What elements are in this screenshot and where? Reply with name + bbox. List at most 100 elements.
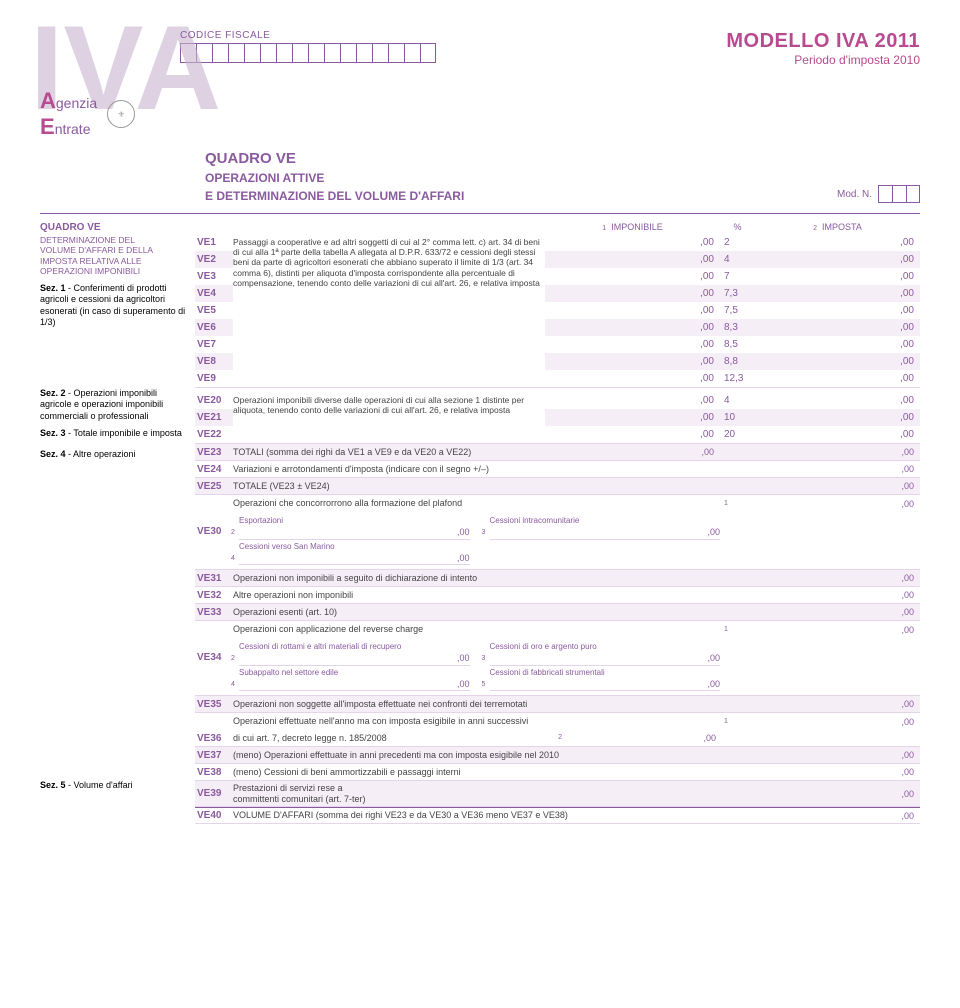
imposta-ve2[interactable]: ,00 <box>755 254 920 265</box>
col-percent: % <box>720 222 755 232</box>
amt-ve36[interactable]: 1,00 <box>720 717 920 727</box>
row-ve32: VE32 Altre operazioni non imponibili ,00 <box>195 587 920 604</box>
ve34-fabb-label: Cessioni di fabbricati strumentali <box>490 668 721 677</box>
sez4-title: Sez. 4 <box>40 449 66 459</box>
imposta-ve23[interactable]: ,00 <box>755 447 920 457</box>
imp-ve3[interactable]: ,00 <box>545 271 720 282</box>
amt-ve40[interactable]: ,00 <box>720 811 920 821</box>
imposta-ve9[interactable]: ,00 <box>755 373 920 384</box>
valrow-ve1: ,002,00 <box>545 234 920 251</box>
imp-ve2[interactable]: ,00 <box>545 254 720 265</box>
valrow-ve8: ,008,8,00 <box>545 353 920 370</box>
left-l1: DETERMINAZIONE DEL <box>40 235 187 246</box>
imposta-ve7[interactable]: ,00 <box>755 339 920 350</box>
code-ve37: VE37 <box>195 750 233 761</box>
modello-title: MODELLO IVA 2011 <box>726 30 920 53</box>
row-ve37: VE37 (meno) Operazioni effettuate in ann… <box>195 747 920 764</box>
code-ve24: VE24 <box>195 464 233 475</box>
col-tag-1: 1 <box>602 225 606 232</box>
amt-ve32[interactable]: ,00 <box>720 590 920 600</box>
ve34-sub-label: Subappalto nel settore edile <box>239 668 470 677</box>
periodo-subtitle: Periodo d'imposta 2010 <box>726 53 920 67</box>
imposta-ve1[interactable]: ,00 <box>755 237 920 248</box>
left-sez4: Sez. 4 - Altre operazioni <box>40 449 187 460</box>
sez1-desc-text: Passaggi a cooperative e ad altri sogget… <box>233 234 545 387</box>
code-ve1: VE1 <box>195 234 233 251</box>
imposta-ve21[interactable]: ,00 <box>755 412 920 423</box>
valrow-ve2: ,004,00 <box>545 251 920 268</box>
imp-ve4[interactable]: ,00 <box>545 288 720 299</box>
code-ve39: VE39 <box>195 788 233 799</box>
amt-ve33[interactable]: ,00 <box>720 607 920 617</box>
imposta-ve3[interactable]: ,00 <box>755 271 920 282</box>
amt-ve37[interactable]: ,00 <box>720 750 920 760</box>
left-sez1: Sez. 1 - Conferimenti di prodotti agrico… <box>40 283 187 328</box>
left-sez3: Sez. 3 - Totale imponibile e imposta <box>40 428 187 439</box>
code-ve3: VE3 <box>195 268 233 285</box>
row-ve24: VE24 Variazioni e arrotondamenti d'impos… <box>195 461 920 478</box>
imposta-ve5[interactable]: ,00 <box>755 305 920 316</box>
sez5-desc: - Volume d'affari <box>66 780 133 790</box>
ve34-head: Operazioni con applicazione del reverse … <box>233 624 720 634</box>
imp-ve22[interactable]: ,00 <box>545 429 720 440</box>
code-ve34: VE34 <box>195 638 233 695</box>
code-ve20: VE20 <box>195 392 233 409</box>
agenzia-logo: Agenzia Entrate <box>40 88 97 140</box>
desc-ve40: VOLUME D'AFFARI (somma dei righi VE23 e … <box>233 810 720 820</box>
ve30-intra-val[interactable]: ,00 <box>490 527 721 539</box>
ve36-head: Operazioni effettuate nell'anno ma con i… <box>233 716 720 726</box>
ve30-esport-val[interactable]: ,00 <box>239 527 470 539</box>
imp-ve9[interactable]: ,00 <box>545 373 720 384</box>
amt-ve31[interactable]: ,00 <box>720 573 920 583</box>
code-ve38: VE38 <box>195 767 233 778</box>
col-imposta: IMPOSTA <box>822 222 862 232</box>
imp-ve6[interactable]: ,00 <box>545 322 720 333</box>
imp-ve23[interactable]: ,00 <box>545 447 720 457</box>
code-ve30: VE30 <box>195 512 233 569</box>
imposta-ve4[interactable]: ,00 <box>755 288 920 299</box>
quadro-title: QUADRO VE <box>205 150 464 167</box>
sez1-values: ,002,00,004,00,007,00,007,3,00,007,5,00,… <box>545 234 920 387</box>
codice-fiscale-label: CODICE FISCALE <box>180 30 436 41</box>
imp-ve21[interactable]: ,00 <box>545 412 720 423</box>
imp-ve7[interactable]: ,00 <box>545 339 720 350</box>
ve34-sub-val[interactable]: ,00 <box>239 679 470 691</box>
pc-ve2: 4 <box>720 254 755 265</box>
code-ve5: VE5 <box>195 302 233 319</box>
ve30-total[interactable]: 1,00 <box>720 499 920 509</box>
code-ve2: VE2 <box>195 251 233 268</box>
imposta-ve24[interactable]: ,00 <box>755 464 920 474</box>
desc-ve25: TOTALE (VE23 ± VE24) <box>233 481 545 491</box>
imp-ve5[interactable]: ,00 <box>545 305 720 316</box>
mod-boxes[interactable] <box>878 185 920 203</box>
imposta-ve22[interactable]: ,00 <box>755 429 920 440</box>
ve30-nested: Esportazioni Cessioni intracomunitarie 2… <box>233 512 720 569</box>
row-ve38: VE38 (meno) Cessioni di beni ammortizzab… <box>195 764 920 781</box>
imposta-ve20[interactable]: ,00 <box>755 395 920 406</box>
amt-ve38[interactable]: ,00 <box>720 767 920 777</box>
left-block-quadro: QUADRO VE DETERMINAZIONE DEL VOLUME D'AF… <box>40 222 187 277</box>
pc-ve8: 8,8 <box>720 356 755 367</box>
imp-ve8[interactable]: ,00 <box>545 356 720 367</box>
valrow-ve5: ,007,5,00 <box>545 302 920 319</box>
imposta-ve6[interactable]: ,00 <box>755 322 920 333</box>
code-ve6: VE6 <box>195 319 233 336</box>
imp-ve1[interactable]: ,00 <box>545 237 720 248</box>
ve30-sm-val[interactable]: ,00 <box>239 553 470 565</box>
ve34-rottami-val[interactable]: ,00 <box>239 653 470 665</box>
code-ve9: VE9 <box>195 370 233 387</box>
row-ve23: VE23 TOTALI (somma dei righi da VE1 a VE… <box>195 444 920 461</box>
imposta-ve25[interactable]: ,00 <box>755 481 920 491</box>
ve36-sub-val[interactable]: ,00 <box>566 733 716 743</box>
amt-ve39[interactable]: ,00 <box>620 789 920 799</box>
amt-ve34[interactable]: 1,00 <box>720 625 920 635</box>
amt-ve35[interactable]: ,00 <box>720 699 920 709</box>
quadro-sub2: E DETERMINAZIONE DEL VOLUME D'AFFARI <box>205 189 464 203</box>
imp-ve20[interactable]: ,00 <box>545 395 720 406</box>
imposta-ve8[interactable]: ,00 <box>755 356 920 367</box>
ve34-oro-val[interactable]: ,00 <box>490 653 721 665</box>
ve30-intra-label: Cessioni intracomunitarie <box>490 516 721 525</box>
mod-n-block: Mod. N. <box>837 185 920 203</box>
ve30-sm-label: Cessioni verso San Marino <box>239 542 470 551</box>
ve34-fabb-val[interactable]: ,00 <box>490 679 721 691</box>
